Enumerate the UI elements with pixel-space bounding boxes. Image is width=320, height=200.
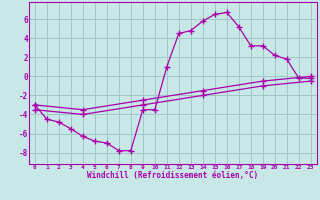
X-axis label: Windchill (Refroidissement éolien,°C): Windchill (Refroidissement éolien,°C) (87, 171, 258, 180)
